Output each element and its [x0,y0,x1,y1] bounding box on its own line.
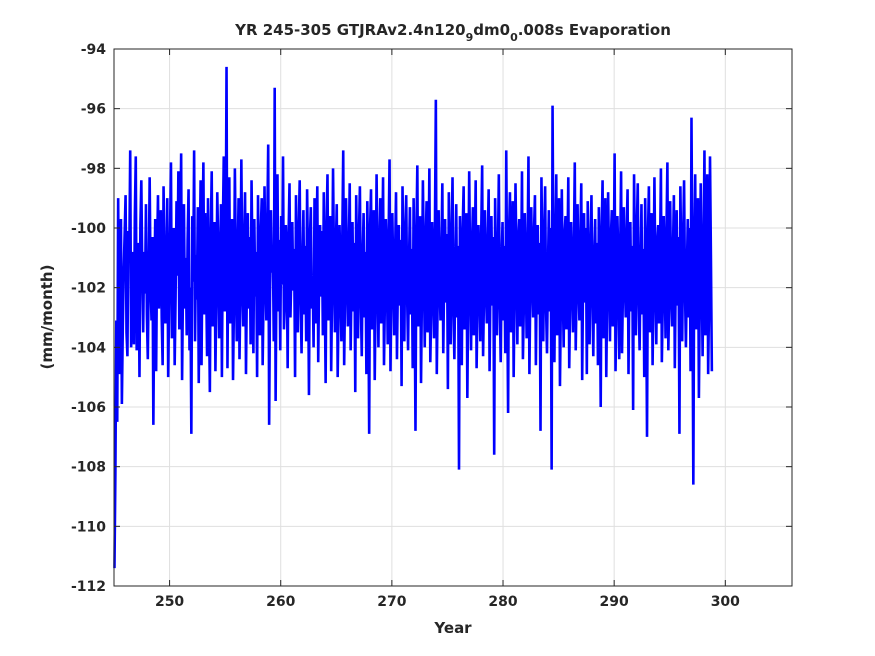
y-tick-label: -112 [71,579,106,595]
plot-frame [113,48,793,587]
evaporation-series-line [113,66,714,569]
x-tick-label: 260 [266,594,295,610]
x-tick-label: 270 [377,594,406,610]
y-tick-labels: -112 -110 -108 -106 -104 -102 -100 -98 -96 -94 [71,42,106,595]
x-axis-label: Year [433,619,472,637]
y-tick-label: -104 [71,340,106,356]
x-tick-label: 290 [600,594,629,610]
x-tick-label: 280 [488,594,517,610]
chart-title: YR 245-305 GTJRAv2.4n1209dm00.008s Evapo… [234,21,671,44]
y-tick-label: -96 [81,102,106,118]
x-tick-label: 300 [711,594,740,610]
x-tick-labels: 250 260 270 280 290 300 [155,594,740,610]
series-layer [113,66,714,569]
y-tick-label: -94 [81,42,107,58]
y-tick-label: -98 [81,161,106,177]
y-tick-label: -110 [71,519,106,535]
x-tick-label: 250 [155,594,184,610]
y-tick-label: -102 [71,281,106,297]
y-tick-label: -100 [71,221,106,237]
y-axis-label: (mm/month) [38,265,56,370]
y-tick-label: -108 [71,460,106,476]
y-tick-label: -106 [71,400,106,416]
ticks [114,48,792,587]
